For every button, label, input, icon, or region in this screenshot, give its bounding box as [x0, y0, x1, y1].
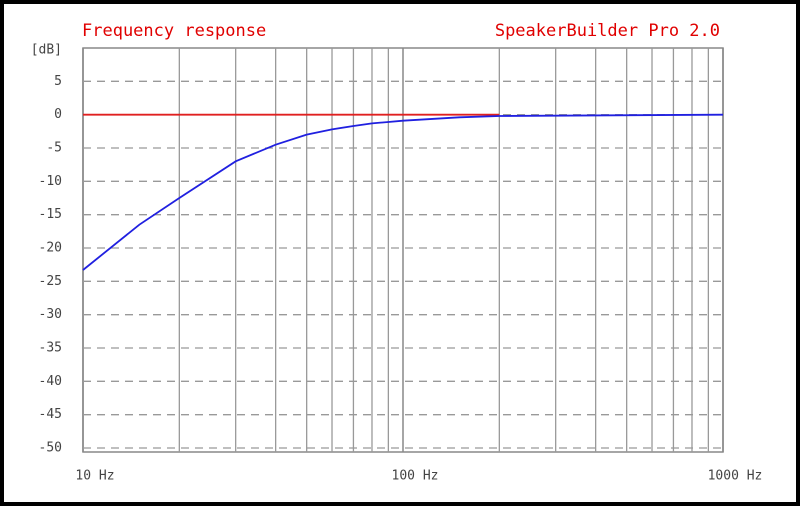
- chart-subtitle: SpeakerBuilder Pro 2.0: [495, 21, 720, 41]
- y-tick-label: -40: [39, 374, 62, 389]
- y-tick-label: -30: [39, 307, 62, 322]
- y-tick-label: -15: [39, 207, 62, 222]
- y-tick-label: -50: [39, 441, 62, 456]
- y-tick-label: -20: [39, 241, 62, 256]
- x-tick-label: 10 Hz: [75, 469, 114, 484]
- y-tick-label: -35: [39, 341, 62, 356]
- y-tick-label: -10: [39, 174, 62, 189]
- y-tick-label: -45: [39, 407, 62, 422]
- y-axis-label: [dB]: [31, 43, 62, 58]
- panel: [4, 4, 796, 502]
- x-tick-label: 1000 Hz: [708, 469, 763, 484]
- y-tick-label: -5: [46, 141, 62, 156]
- chart-title: Frequency response: [82, 21, 266, 41]
- y-tick-label: 5: [54, 74, 62, 89]
- y-tick-label: 0: [54, 107, 62, 122]
- series-line: [82, 113, 724, 271]
- y-tick-label: -25: [39, 274, 62, 289]
- x-tick-label: 100 Hz: [392, 469, 439, 484]
